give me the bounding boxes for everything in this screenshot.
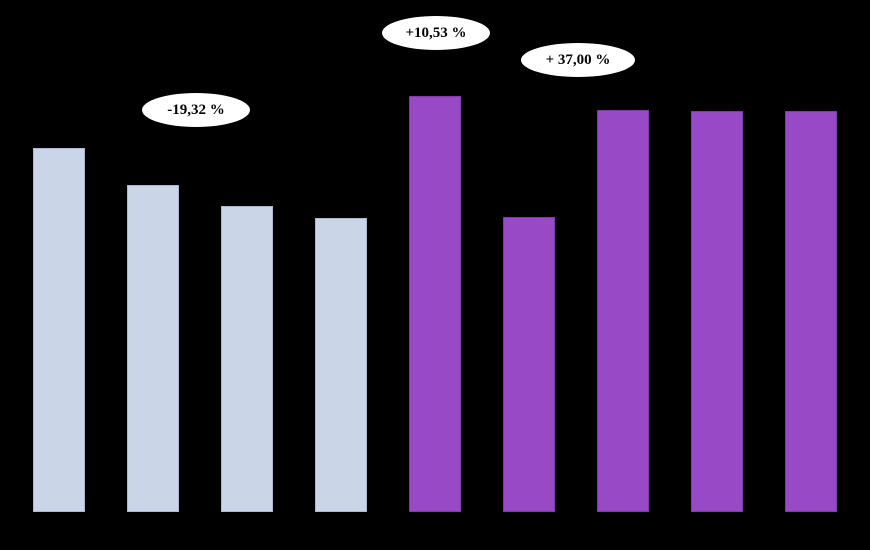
bar-7 [597,110,649,512]
bar-8 [691,110,743,512]
annotation-text-decrease: -19,32 % [167,101,225,118]
bar-9 [785,110,837,512]
annotation-text-increase-1: +10,53 % [405,24,467,41]
bar-4 [315,217,367,512]
annotation-ellipse-decrease: -19,32 % [141,92,251,128]
bar-3 [221,205,273,512]
annotation-ellipse-increase-2: + 37,00 % [520,42,636,78]
bar-6 [503,217,555,512]
bar-5 [409,96,461,512]
bar-2 [127,185,179,512]
bars [33,96,837,512]
annotation-ellipse-increase-1: +10,53 % [381,15,491,51]
annotation-text-increase-2: + 37,00 % [545,51,611,68]
bar-1 [33,148,85,512]
